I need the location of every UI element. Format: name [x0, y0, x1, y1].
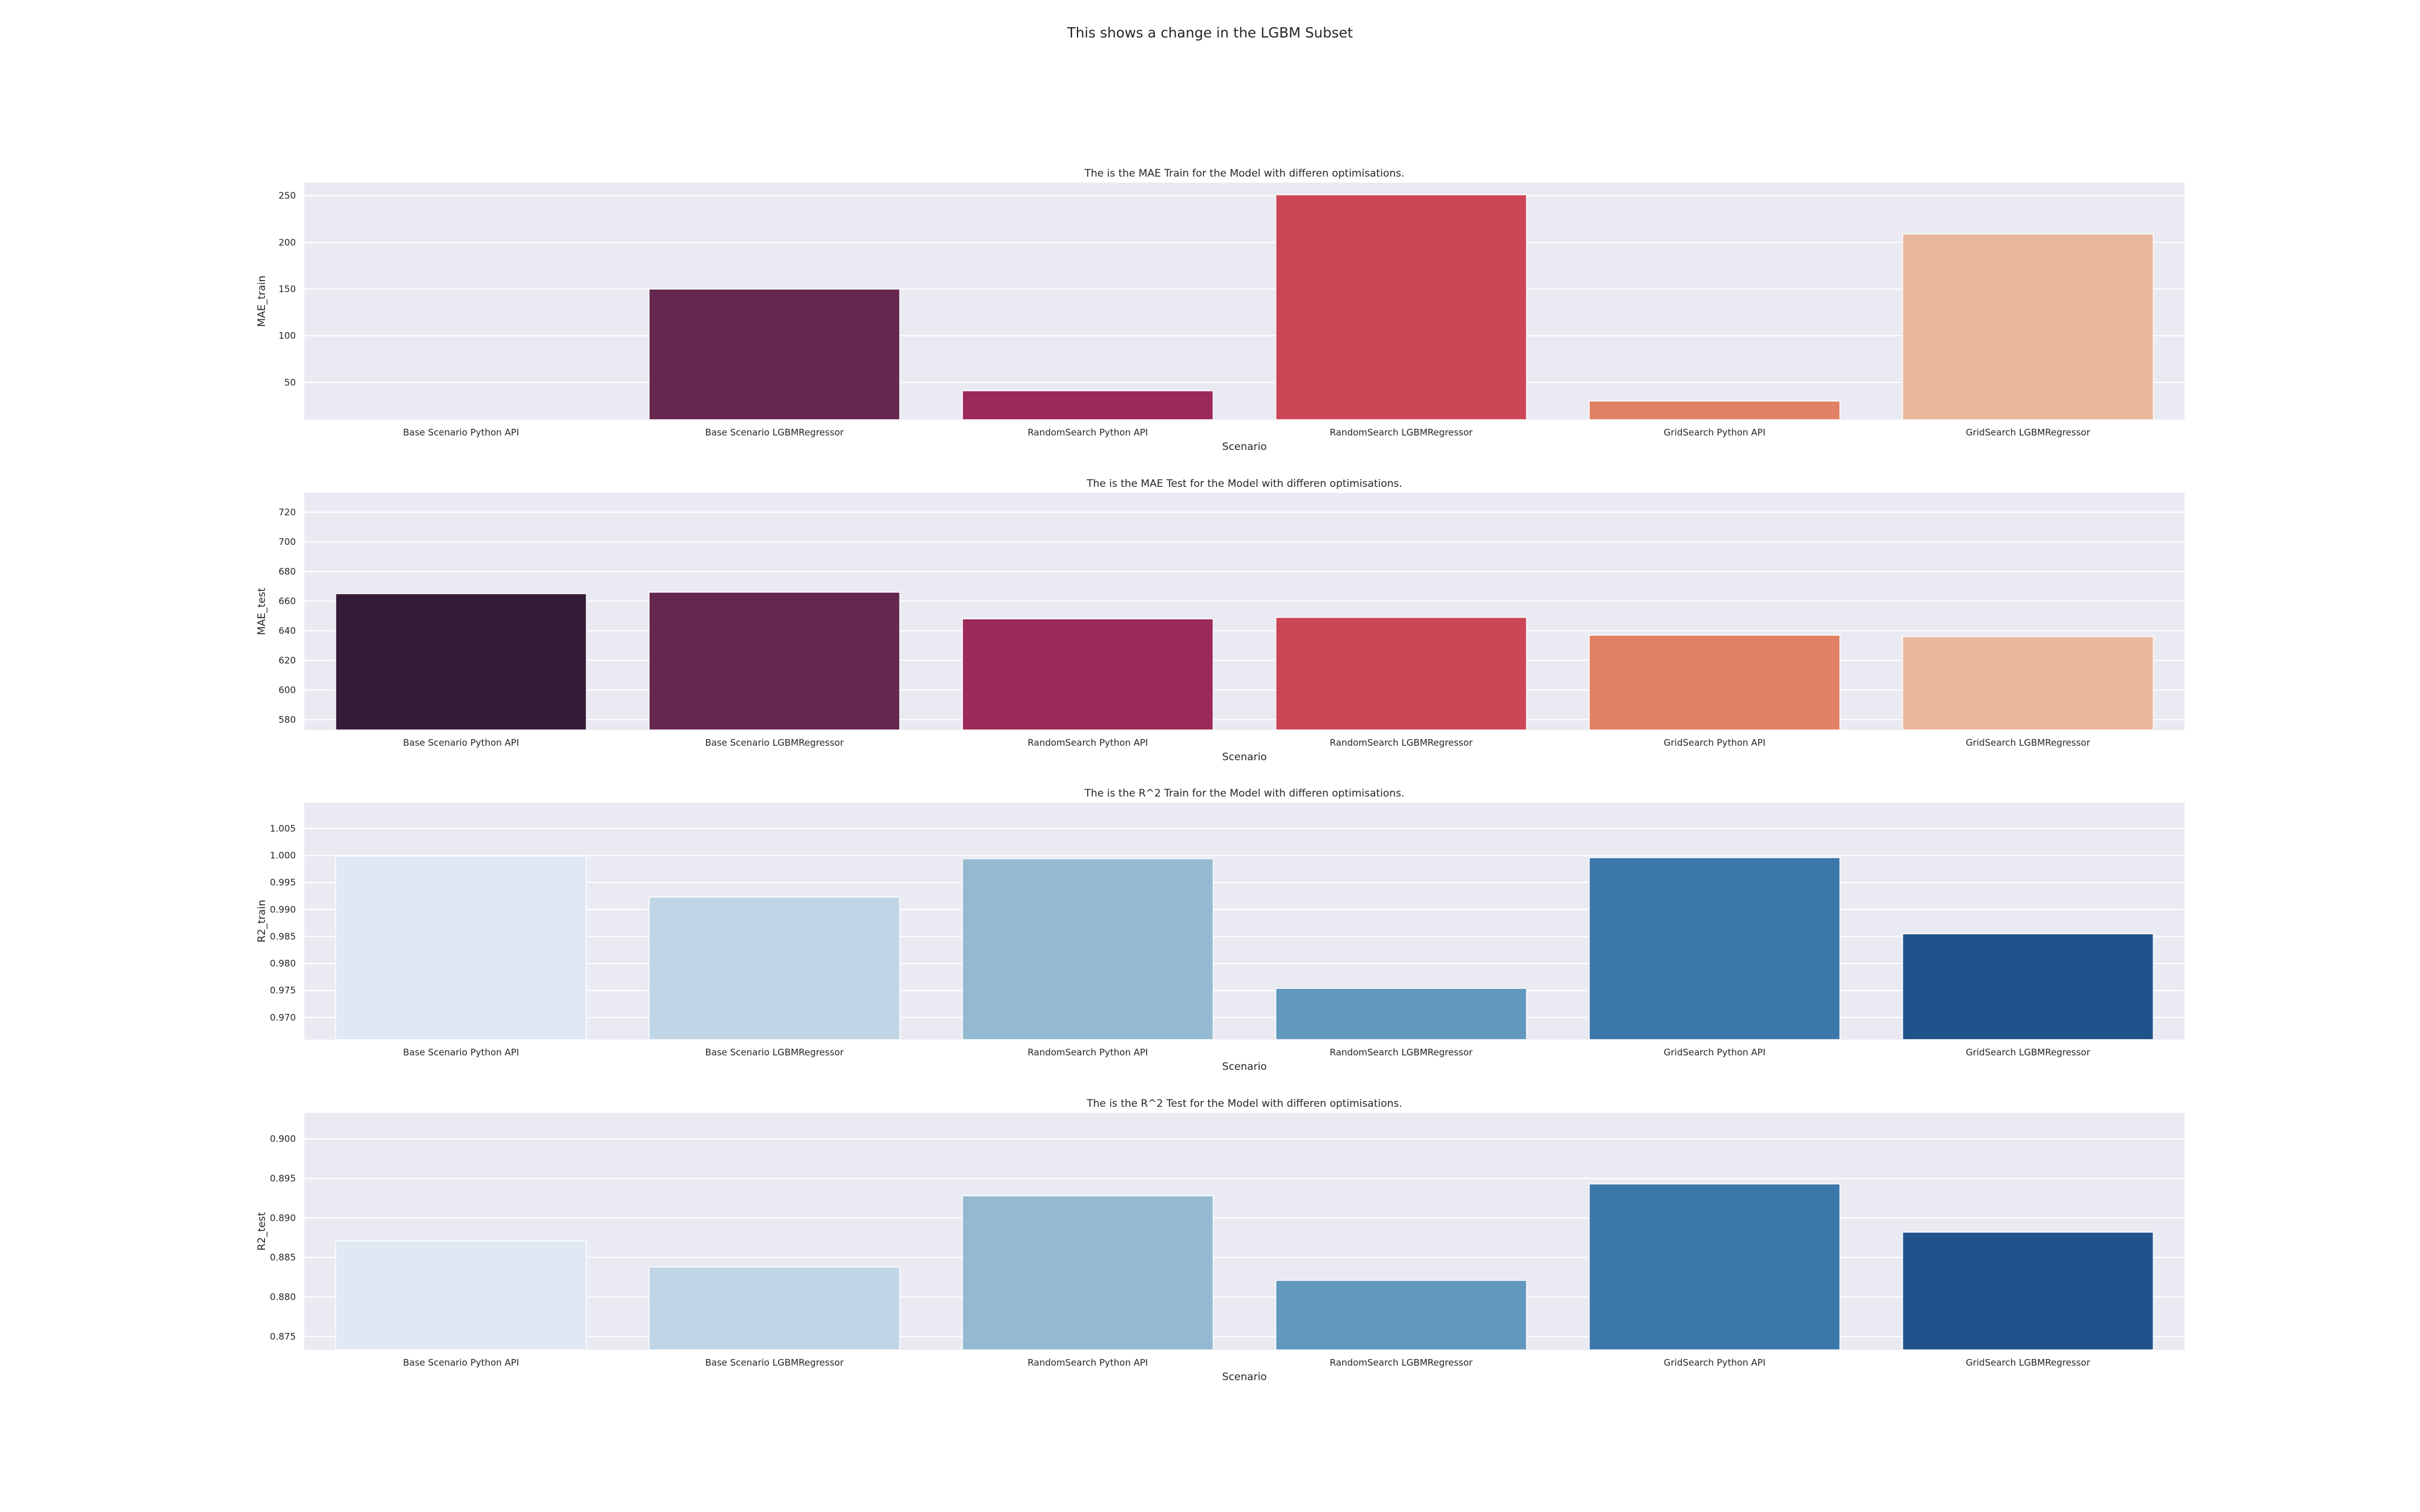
bar-1	[335, 1240, 587, 1351]
x-tick-label: Base Scenario Python API	[403, 1047, 519, 1058]
x-tick-label: GridSearch LGBMRegressor	[1966, 737, 2090, 748]
bar-6	[1902, 233, 2154, 420]
x-tick-label: Base Scenario LGBMRegressor	[705, 1047, 844, 1058]
y-tick-label: 150	[278, 284, 296, 295]
panel-title: The is the R^2 Test for the Model with d…	[1086, 1098, 1402, 1110]
bar-6	[1902, 933, 2154, 1040]
bar-6	[1902, 636, 2154, 731]
x-tick-label: RandomSearch LGBMRegressor	[1330, 427, 1473, 438]
y-axis-label: R2_train	[256, 900, 268, 943]
bar-5	[1589, 634, 1840, 731]
x-tick-label: Base Scenario Python API	[403, 737, 519, 748]
x-tick-label: GridSearch LGBMRegressor	[1966, 1357, 2090, 1368]
y-tick-label: 0.985	[270, 931, 296, 942]
bar-1	[335, 593, 587, 731]
bar-3	[962, 390, 1214, 420]
panel-title: The is the R^2 Train for the Model with …	[1084, 787, 1405, 800]
y-tick-label: 660	[278, 596, 296, 607]
y-tick-label: 0.880	[270, 1291, 296, 1302]
y-tick-label: 0.890	[270, 1213, 296, 1224]
x-axis-label: Scenario	[1222, 751, 1267, 763]
x-axis-label: Scenario	[1222, 1371, 1267, 1383]
bar-4	[1275, 1280, 1527, 1351]
x-tick-label: GridSearch Python API	[1664, 1047, 1765, 1058]
y-tick-label: 580	[278, 714, 296, 725]
x-tick-label: RandomSearch Python API	[1028, 737, 1148, 748]
y-tick-label: 700	[278, 536, 296, 547]
y-tick-label: 640	[278, 625, 296, 636]
y-tick-label: 620	[278, 655, 296, 666]
y-tick-label: 0.995	[270, 877, 296, 888]
x-tick-label: GridSearch Python API	[1664, 1357, 1765, 1368]
bar-3	[962, 1195, 1214, 1351]
y-axis-label: MAE_train	[256, 275, 268, 327]
x-tick-label: RandomSearch LGBMRegressor	[1330, 737, 1473, 748]
bar-3	[962, 618, 1214, 731]
panel-title: The is the MAE Train for the Model with …	[1084, 168, 1405, 180]
x-tick-label: Base Scenario LGBMRegressor	[705, 427, 844, 438]
axes-background-2	[304, 803, 2185, 1040]
y-tick-label: 1.005	[270, 823, 296, 834]
axes-background-3	[304, 1113, 2185, 1350]
x-tick-label: Base Scenario LGBMRegressor	[705, 1357, 844, 1368]
x-tick-label: RandomSearch Python API	[1028, 427, 1148, 438]
bar-2	[649, 591, 900, 731]
x-axis-label: Scenario	[1222, 441, 1267, 453]
y-tick-label: 680	[278, 566, 296, 577]
bar-3	[962, 858, 1214, 1040]
bar-6	[1902, 1231, 2154, 1351]
y-tick-label: 50	[284, 377, 296, 388]
bar-5	[1589, 857, 1840, 1040]
y-tick-label: 0.975	[270, 985, 296, 996]
x-tick-label: GridSearch Python API	[1664, 737, 1765, 748]
axes-background-0	[304, 183, 2185, 420]
bar-5	[1589, 1183, 1840, 1351]
x-tick-label: GridSearch LGBMRegressor	[1966, 427, 2090, 438]
y-tick-label: 0.875	[270, 1331, 296, 1342]
bar-2	[649, 896, 900, 1040]
x-tick-label: RandomSearch LGBMRegressor	[1330, 1047, 1473, 1058]
bar-4	[1275, 617, 1527, 731]
bar-2	[649, 1266, 900, 1351]
y-axis-label: R2_test	[256, 1212, 268, 1251]
bar-5	[1589, 400, 1840, 420]
bar-1	[335, 855, 587, 1040]
x-tick-label: Base Scenario Python API	[403, 1357, 519, 1368]
panel-title: The is the MAE Test for the Model with d…	[1086, 478, 1402, 490]
x-tick-label: GridSearch Python API	[1664, 427, 1765, 438]
y-tick-label: 0.970	[270, 1012, 296, 1023]
figure-suptitle: This shows a change in the LGBM Subset	[1067, 25, 1353, 41]
y-tick-label: 720	[278, 507, 296, 518]
x-tick-label: GridSearch LGBMRegressor	[1966, 1047, 2090, 1058]
y-tick-label: 0.900	[270, 1133, 296, 1144]
bar-2	[649, 288, 900, 420]
y-tick-label: 0.885	[270, 1252, 296, 1263]
bar-4	[1275, 988, 1527, 1040]
y-tick-label: 1.000	[270, 850, 296, 861]
x-tick-label: RandomSearch Python API	[1028, 1357, 1148, 1368]
y-tick-label: 200	[278, 237, 296, 248]
bar-4	[1275, 194, 1527, 420]
x-tick-label: RandomSearch LGBMRegressor	[1330, 1357, 1473, 1368]
x-axis-label: Scenario	[1222, 1061, 1267, 1073]
y-tick-label: 0.980	[270, 958, 296, 969]
y-tick-label: 250	[278, 191, 296, 201]
x-tick-label: Base Scenario Python API	[403, 427, 519, 438]
y-tick-label: 0.895	[270, 1173, 296, 1184]
y-tick-label: 100	[278, 330, 296, 341]
y-tick-label: 600	[278, 685, 296, 696]
x-tick-label: Base Scenario LGBMRegressor	[705, 737, 844, 748]
y-axis-label: MAE_test	[256, 588, 268, 636]
y-tick-label: 0.990	[270, 904, 296, 915]
x-tick-label: RandomSearch Python API	[1028, 1047, 1148, 1058]
